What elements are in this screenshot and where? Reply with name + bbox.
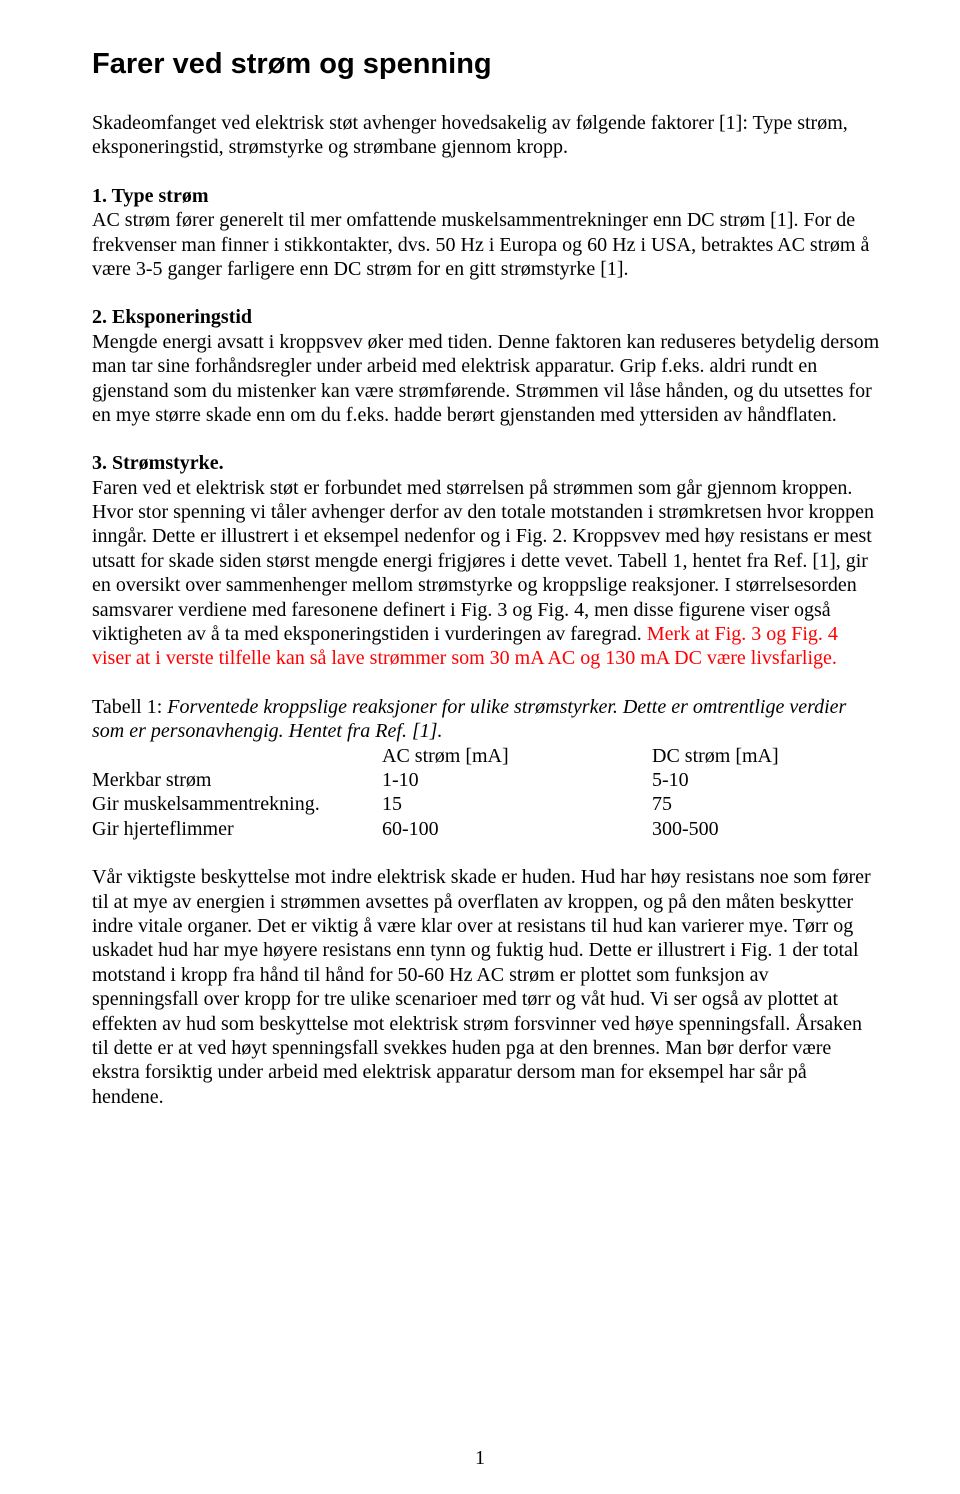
- table-row: Gir hjerteflimmer 60-100 300-500: [92, 817, 880, 841]
- page-number: 1: [0, 1447, 960, 1470]
- section-2-heading: 2. Eksponeringstid: [92, 306, 252, 328]
- section-1-heading: 1. Type strøm: [92, 185, 208, 207]
- table-cell-ac: 15: [382, 792, 652, 816]
- page-title: Farer ved strøm og spenning: [92, 48, 880, 81]
- table-cell-dc: 75: [652, 792, 880, 816]
- table-cell-dc: 300-500: [652, 817, 880, 841]
- table-cell-dc: 5-10: [652, 768, 880, 792]
- intro-paragraph: Skadeomfanget ved elektrisk støt avhenge…: [92, 111, 880, 160]
- closing-paragraph: Vår viktigste beskyttelse mot indre elek…: [92, 865, 880, 1109]
- table-header-row: AC strøm [mA] DC strøm [mA]: [92, 744, 880, 768]
- table-cell-label: Gir hjerteflimmer: [92, 817, 382, 841]
- table-caption: Tabell 1: Forventede kroppslige reaksjon…: [92, 695, 880, 744]
- document-page: Farer ved strøm og spenning Skadeomfange…: [0, 0, 960, 1494]
- section-1-body: AC strøm fører generelt til mer omfatten…: [92, 209, 869, 280]
- section-2: 2. Eksponeringstid Mengde energi avsatt …: [92, 305, 880, 427]
- table-row: Merkbar strøm 1-10 5-10: [92, 768, 880, 792]
- data-table: AC strøm [mA] DC strøm [mA] Merkbar strø…: [92, 744, 880, 842]
- section-2-body: Mengde energi avsatt i kroppsvev øker me…: [92, 331, 879, 426]
- table-cell-label: Merkbar strøm: [92, 768, 382, 792]
- section-3: 3. Strømstyrke. Faren ved et elektrisk s…: [92, 451, 880, 671]
- table-caption-italic: Forventede kroppslige reaksjoner for uli…: [92, 696, 846, 742]
- table-header-ac: AC strøm [mA]: [382, 744, 652, 768]
- table-cell-label: Gir muskelsammentrekning.: [92, 792, 382, 816]
- table-caption-prefix: Tabell 1:: [92, 696, 167, 718]
- section-1: 1. Type strøm AC strøm fører generelt ti…: [92, 184, 880, 282]
- table-cell-ac: 60-100: [382, 817, 652, 841]
- table-header-dc: DC strøm [mA]: [652, 744, 880, 768]
- table-row: Gir muskelsammentrekning. 15 75: [92, 792, 880, 816]
- table-header-empty: [92, 744, 382, 768]
- section-3-heading: 3. Strømstyrke.: [92, 452, 224, 474]
- table-cell-ac: 1-10: [382, 768, 652, 792]
- section-3-body-black: Faren ved et elektrisk støt er forbundet…: [92, 477, 874, 645]
